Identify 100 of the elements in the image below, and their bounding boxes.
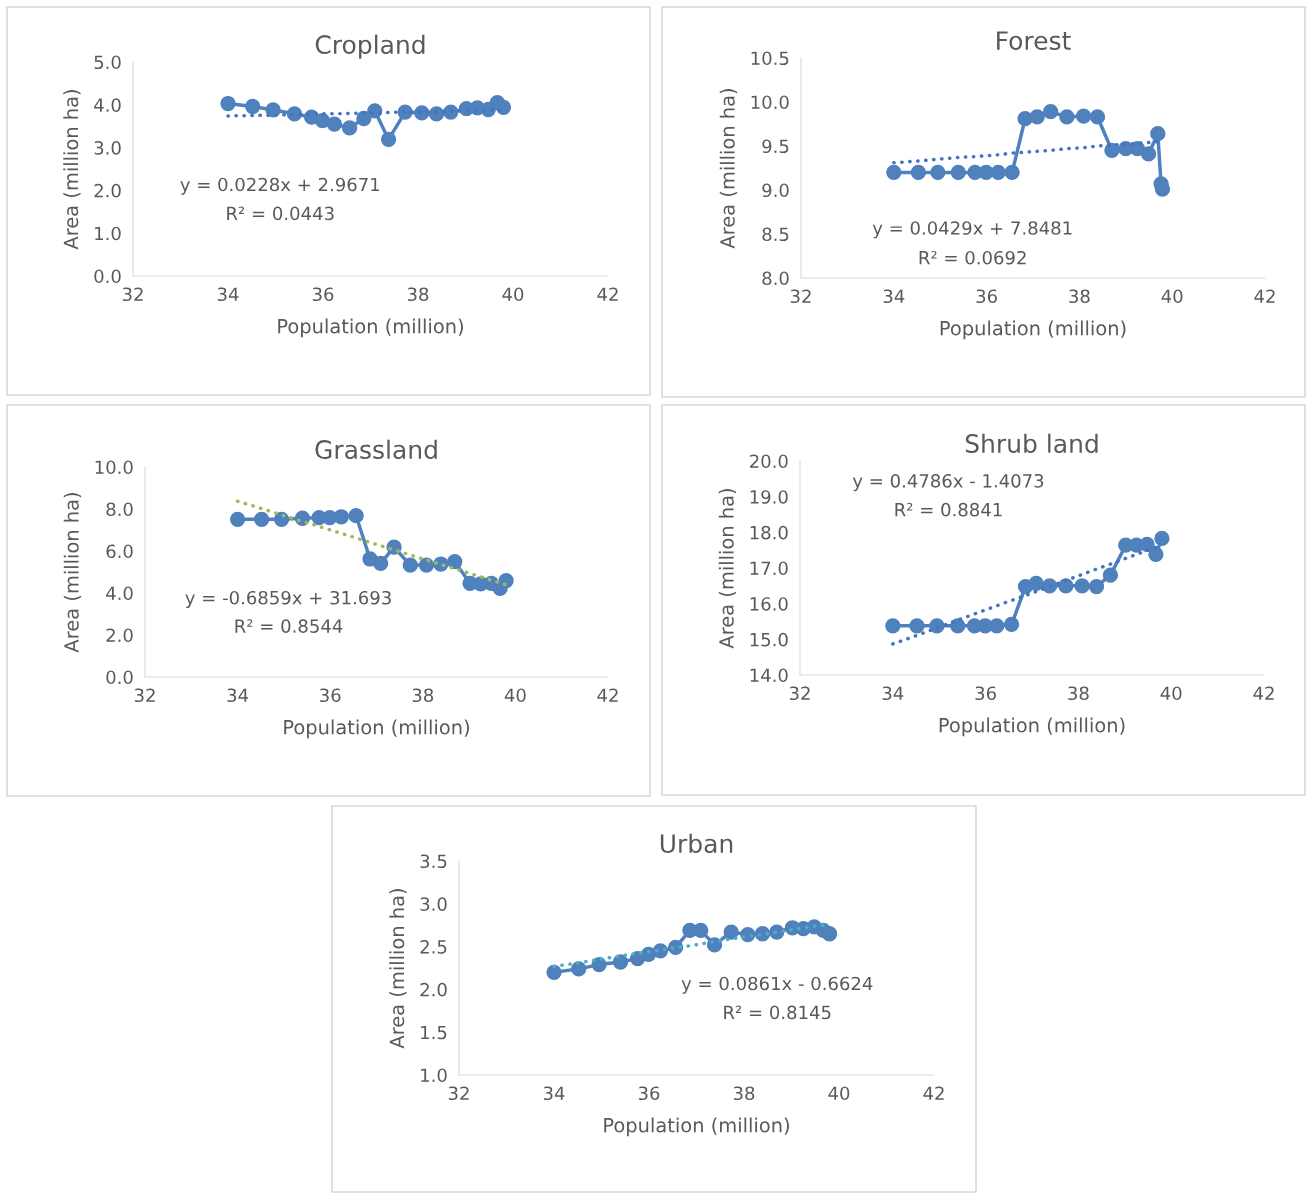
y-axis-title: Area (million ha) <box>63 493 82 653</box>
chart-title: Forest <box>997 31 1071 51</box>
x-axis-title: Population (million) <box>940 320 1126 340</box>
y-tick-label: 20.0 <box>750 454 788 469</box>
point <box>341 120 358 136</box>
point <box>950 164 966 181</box>
point <box>498 572 514 589</box>
point <box>229 511 246 527</box>
point <box>909 618 925 634</box>
point <box>1140 146 1157 162</box>
point <box>591 956 607 973</box>
annotation: y = 0.0228x + 2.9671 <box>180 177 380 195</box>
point <box>245 98 261 115</box>
x-tick-label: 36 <box>976 289 997 304</box>
y-tick-label: 2.0 <box>106 628 133 643</box>
y-tick-label: 8.0 <box>762 271 789 286</box>
y-tick-label: 8.5 <box>762 227 789 242</box>
chart-title: Cropland <box>315 34 425 59</box>
x-tick-label: 36 <box>320 688 341 703</box>
y-tick-label: 19.0 <box>750 490 788 504</box>
x-tick-label: 42 <box>1254 289 1275 303</box>
y-axis-title: Area (million ha) <box>63 90 81 250</box>
x-tick-label: 34 <box>217 287 239 302</box>
y-tick-label: 6.0 <box>106 544 133 559</box>
y-tick-label: 3.0 <box>420 897 447 911</box>
point <box>373 555 389 572</box>
y-tick-label: 17.0 <box>750 561 788 576</box>
x-tick-label: 42 <box>1253 686 1274 700</box>
y-tick-label: 4.0 <box>106 586 133 601</box>
y-tick-label: 1.0 <box>95 226 121 241</box>
point <box>1154 530 1170 547</box>
x-tick-label: 42 <box>923 1086 944 1100</box>
point <box>1042 104 1059 120</box>
annotation: y = -0.6859x + 31.693 <box>185 590 391 609</box>
y-tick-label: 15.0 <box>750 632 788 647</box>
x-tick-label: 38 <box>407 287 429 302</box>
x-axis-title: Population (million) <box>278 318 463 338</box>
y-tick-label: 9.5 <box>762 139 789 154</box>
x-tick-label: 38 <box>1069 289 1090 304</box>
y-tick-label: 2.5 <box>420 940 447 954</box>
chart-title: Urban <box>660 833 733 854</box>
point <box>1059 109 1075 125</box>
x-tick-label: 32 <box>789 686 810 701</box>
point <box>612 954 629 970</box>
y-tick-label: 1.5 <box>421 1025 447 1040</box>
x-tick-label: 40 <box>1160 686 1182 701</box>
point <box>1150 126 1166 142</box>
point <box>989 618 1005 634</box>
point <box>1075 108 1092 124</box>
point <box>1088 578 1105 595</box>
y-tick-label: 0.0 <box>106 670 133 685</box>
x-tick-label: 34 <box>543 1086 565 1101</box>
y-tick-label: 18.0 <box>750 525 788 540</box>
x-tick-label: 32 <box>790 289 811 304</box>
x-tick-label: 40 <box>502 287 524 302</box>
point <box>1029 109 1045 125</box>
y-tick-label: 2.0 <box>420 982 447 997</box>
y-tick-label: 16.0 <box>750 597 788 611</box>
point <box>886 164 902 181</box>
annotation: R² = 0.0692 <box>919 250 1026 265</box>
x-tick-label: 32 <box>448 1086 469 1101</box>
x-tick-label: 38 <box>412 688 434 703</box>
point <box>990 164 1006 181</box>
x-tick-label: 36 <box>975 686 996 701</box>
y-tick-label: 1.0 <box>421 1068 447 1083</box>
y-tick-label: 14.0 <box>750 668 788 683</box>
point <box>1058 578 1074 594</box>
x-tick-label: 32 <box>134 688 155 703</box>
point <box>254 511 270 527</box>
point <box>418 557 435 573</box>
point <box>821 926 838 942</box>
y-tick-label: 8.0 <box>106 502 133 517</box>
point <box>1003 616 1020 632</box>
y-tick-label: 3.5 <box>420 854 447 869</box>
annotation: R² = 0.0443 <box>227 206 334 221</box>
point <box>220 95 236 112</box>
x-tick-label: 38 <box>1068 686 1089 701</box>
x-tick-label: 34 <box>882 686 904 701</box>
x-tick-label: 34 <box>883 289 905 304</box>
point <box>723 924 739 940</box>
y-tick-label: 10.0 <box>751 95 789 110</box>
point <box>1004 164 1020 181</box>
point <box>402 557 418 573</box>
annotation: y = 0.0429x + 7.8481 <box>872 221 1072 239</box>
point <box>380 131 397 148</box>
point <box>1089 109 1106 125</box>
y-tick-label: 3.0 <box>94 141 121 155</box>
chart-title: Shrub land <box>965 433 1098 454</box>
point <box>447 554 463 570</box>
annotation: y = 0.4786x - 1.4073 <box>852 473 1044 492</box>
point <box>1102 567 1119 583</box>
point <box>326 116 343 132</box>
y-tick-label: 10.0 <box>95 460 133 475</box>
point <box>1148 546 1164 563</box>
x-tick-label: 40 <box>828 1086 850 1101</box>
y-tick-label: 9.0 <box>762 183 789 198</box>
point <box>273 511 290 527</box>
y-axis-title: Area (million ha) <box>718 489 737 649</box>
x-tick-label: 36 <box>638 1086 660 1101</box>
point <box>910 164 927 181</box>
